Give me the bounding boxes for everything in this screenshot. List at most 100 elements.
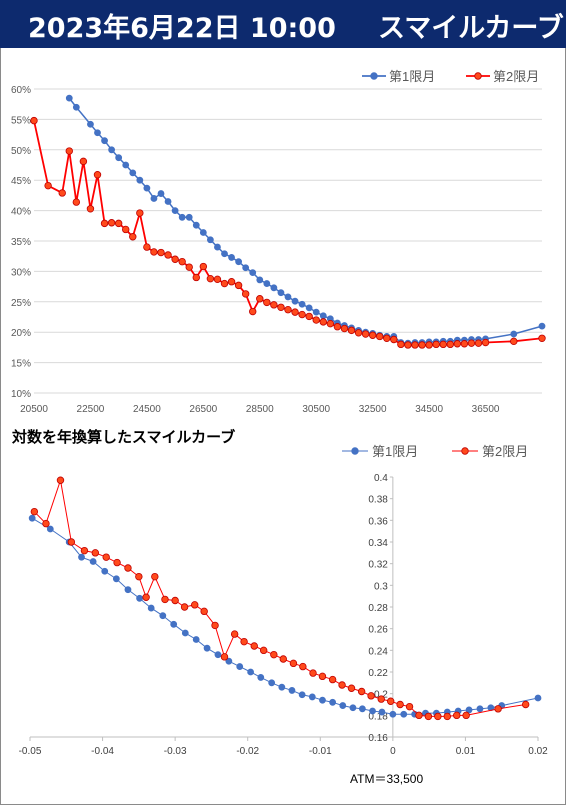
data-point — [136, 176, 144, 184]
data-point — [206, 274, 215, 283]
data-point — [361, 330, 370, 338]
x-tick-label: 0.01 — [456, 746, 476, 757]
data-point — [228, 254, 235, 261]
data-point — [227, 278, 236, 286]
data-point — [284, 306, 292, 314]
y-tick-label: 60% — [11, 85, 31, 96]
data-point — [256, 295, 264, 303]
data-point — [481, 338, 490, 347]
data-point — [42, 519, 50, 528]
data-point — [312, 316, 320, 324]
data-point — [425, 341, 433, 349]
data-point — [270, 284, 278, 292]
x-tick-label: -0.01 — [309, 746, 332, 757]
data-point — [122, 225, 130, 234]
y-tick-label: 0.26 — [368, 625, 388, 636]
data-point — [347, 326, 356, 335]
data-point — [242, 264, 250, 272]
data-point — [30, 507, 39, 516]
data-point — [309, 669, 317, 677]
data-point — [78, 553, 85, 561]
x-tick-label: -0.04 — [91, 746, 114, 757]
data-point — [376, 332, 384, 341]
data-point — [389, 710, 397, 718]
data-point — [230, 630, 239, 638]
data-point — [298, 310, 306, 319]
data-point — [143, 184, 151, 192]
data-point — [192, 221, 200, 229]
data-point — [89, 558, 97, 565]
data-point — [135, 572, 143, 581]
data-point — [377, 695, 385, 703]
data-point — [369, 707, 376, 715]
data-point — [538, 334, 546, 342]
y-tick-label: 0.36 — [368, 516, 388, 527]
data-point — [415, 711, 423, 720]
data-point — [58, 189, 66, 197]
data-point — [434, 712, 442, 721]
data-point — [510, 337, 518, 346]
data-point — [318, 672, 327, 681]
data-point — [91, 549, 100, 557]
data-point — [214, 243, 221, 251]
y-tick-label: 0.18 — [368, 711, 388, 722]
log-chart-title: 対数を年換算したスマイルカーブ — [12, 428, 236, 446]
data-point — [213, 275, 222, 284]
data-point — [203, 644, 211, 652]
date-time-label: 2023年6月22日 10:00 — [28, 13, 336, 44]
data-point — [411, 341, 419, 349]
data-point — [534, 694, 542, 702]
data-point — [181, 629, 189, 637]
x-tick-label: 22500 — [77, 404, 105, 415]
data-point — [199, 229, 207, 236]
legend-marker — [351, 447, 359, 455]
data-point — [357, 687, 366, 696]
data-point — [164, 251, 172, 259]
data-point — [211, 621, 219, 630]
data-point — [44, 181, 52, 190]
data-point — [404, 341, 412, 349]
data-point — [185, 213, 193, 221]
data-point — [46, 525, 54, 533]
data-point — [494, 705, 502, 713]
data-point — [142, 593, 150, 601]
data-point — [378, 708, 386, 716]
data-point — [56, 476, 65, 484]
data-point — [386, 697, 395, 705]
data-point — [157, 190, 165, 197]
x-tick-label: 28500 — [246, 404, 274, 415]
data-point — [221, 250, 228, 258]
data-point — [122, 161, 130, 169]
legend-label: 第1限月 — [389, 69, 435, 84]
data-point — [400, 710, 408, 718]
data-point — [65, 147, 73, 155]
data-point — [279, 655, 287, 663]
data-point — [170, 620, 178, 628]
legend-label: 第1限月 — [372, 444, 418, 459]
data-point — [129, 169, 137, 177]
data-point — [171, 255, 179, 263]
data-point — [339, 702, 347, 709]
y-tick-label: 0.22 — [368, 668, 388, 679]
series-line-2 — [33, 480, 526, 717]
data-point — [124, 586, 132, 594]
y-tick-label: 35% — [11, 237, 31, 248]
data-point — [72, 198, 81, 206]
y-tick-label: 55% — [11, 115, 31, 126]
y-tick-label: 0.32 — [368, 560, 388, 571]
data-point — [326, 319, 335, 328]
data-point — [510, 330, 518, 338]
data-point — [65, 94, 73, 102]
data-point — [108, 146, 116, 154]
legend-marker — [370, 72, 378, 80]
data-point — [72, 103, 80, 111]
data-point — [200, 607, 208, 616]
data-point — [367, 692, 375, 700]
data-point — [214, 651, 222, 659]
data-point — [319, 696, 326, 704]
data-point — [250, 642, 258, 650]
data-point — [319, 318, 327, 326]
data-point — [107, 219, 116, 227]
data-point — [277, 303, 285, 311]
y-tick-label: 20% — [11, 328, 31, 339]
